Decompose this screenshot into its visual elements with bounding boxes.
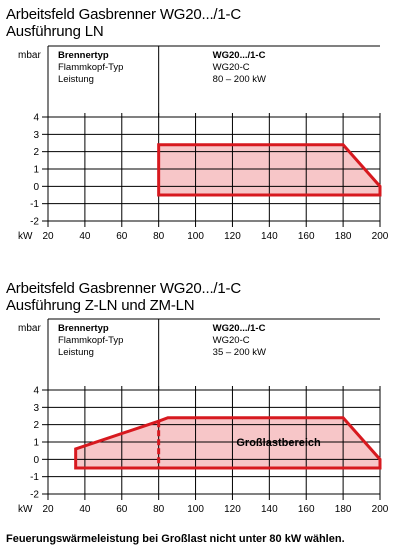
chart-1-ytick-label-4: 0: [33, 182, 39, 193]
chart-2-info-left-0: Brennertyp: [58, 323, 109, 334]
chart-1-xtick-label-1: 40: [79, 231, 91, 242]
footnote: Feuerungswärmeleistung bei Großlast nich…: [6, 533, 345, 545]
chart-1-info-left-0: Brennertyp: [58, 50, 109, 61]
chart-2-xtick-label-4: 100: [187, 504, 204, 515]
chart-1-ytick-label-3: 1: [33, 165, 39, 176]
chart-2-xtick-label-2: 60: [116, 504, 128, 515]
chart-1-xtick-label-0: 20: [42, 231, 54, 242]
chart-2-ytick-label-0: 4: [33, 386, 39, 397]
chart-1-info-right-1: WG20-C: [213, 62, 250, 73]
chart-2-ytick-label-1: 3: [33, 403, 39, 414]
chart-2-xtick-label-7: 160: [298, 504, 315, 515]
chart-1-info-right-0: WG20.../1-C: [213, 50, 266, 61]
chart-2-xtick-label-0: 20: [42, 504, 54, 515]
chart-2-xtick-label-1: 40: [79, 504, 91, 515]
chart-1-ytick-label-5: -1: [30, 199, 39, 210]
chart-2-ytick-label-3: 1: [33, 438, 39, 449]
chart-1-xlabel: kW: [18, 231, 33, 242]
chart-2-info-right-1: WG20-C: [213, 335, 250, 346]
chart-2-info-left-1: Flammkopf-Typ: [58, 335, 123, 346]
chart-1-xtick-label-6: 140: [261, 231, 278, 242]
chart-2-xtick-label-8: 180: [335, 504, 352, 515]
chart-1-info-left-1: Flammkopf-Typ: [58, 62, 123, 73]
chart-1-xtick-label-2: 60: [116, 231, 128, 242]
chart-2-info-right-0: WG20.../1-C: [213, 323, 266, 334]
chart-2-xtick-label-3: 80: [153, 504, 165, 515]
chart-2-area-label: Großlastbereich: [236, 437, 321, 449]
chart-1-field-border: [157, 143, 382, 197]
chart-2-xtick-label-5: 120: [224, 504, 241, 515]
chart-1-xtick-label-9: 200: [372, 231, 389, 242]
chart-1-ytick-label-0: 4: [33, 113, 39, 124]
chart-1-xtick-label-8: 180: [335, 231, 352, 242]
chart-1-info-right-2: 80 – 200 kW: [213, 74, 266, 85]
chart-2-xtick-label-6: 140: [261, 504, 278, 515]
chart-2-info-right-2: 35 – 200 kW: [213, 347, 266, 358]
chart-1-subtitle: Ausführung LN: [6, 23, 104, 40]
chart-2-subtitle: Ausführung Z-LN und ZM-LN: [6, 297, 195, 314]
chart-2-title: Arbeitsfeld Gasbrenner WG20.../1-C: [6, 280, 241, 297]
chart-1-xtick-label-5: 120: [224, 231, 241, 242]
chart-2-field-fill: [75, 417, 381, 468]
chart-2-info-left-2: Leistung: [58, 347, 94, 358]
chart-1-xtick-label-4: 100: [187, 231, 204, 242]
chart-1-ytick-label-2: 2: [33, 147, 39, 158]
chart-1-xtick-label-7: 160: [298, 231, 315, 242]
chart-1-ytick-label-6: -2: [30, 217, 39, 228]
chart-1-ylabel: mbar: [18, 50, 41, 61]
chart-1-info-left-2: Leistung: [58, 74, 94, 85]
chart-2-field-border: [74, 416, 382, 470]
chart-2-ytick-label-4: 0: [33, 455, 39, 466]
chart-2-xtick-label-9: 200: [372, 504, 389, 515]
chart-1-xtick-label-3: 80: [153, 231, 165, 242]
chart-2-ytick-label-6: -2: [30, 490, 39, 501]
chart-2-ylabel: mbar: [18, 323, 41, 334]
chart-2-ytick-label-5: -1: [30, 472, 39, 483]
chart-2-ytick-label-2: 2: [33, 420, 39, 431]
chart-1-ytick-label-1: 3: [33, 130, 39, 141]
chart-1-title: Arbeitsfeld Gasbrenner WG20.../1-C: [6, 6, 241, 23]
chart-2-xlabel: kW: [18, 504, 33, 515]
